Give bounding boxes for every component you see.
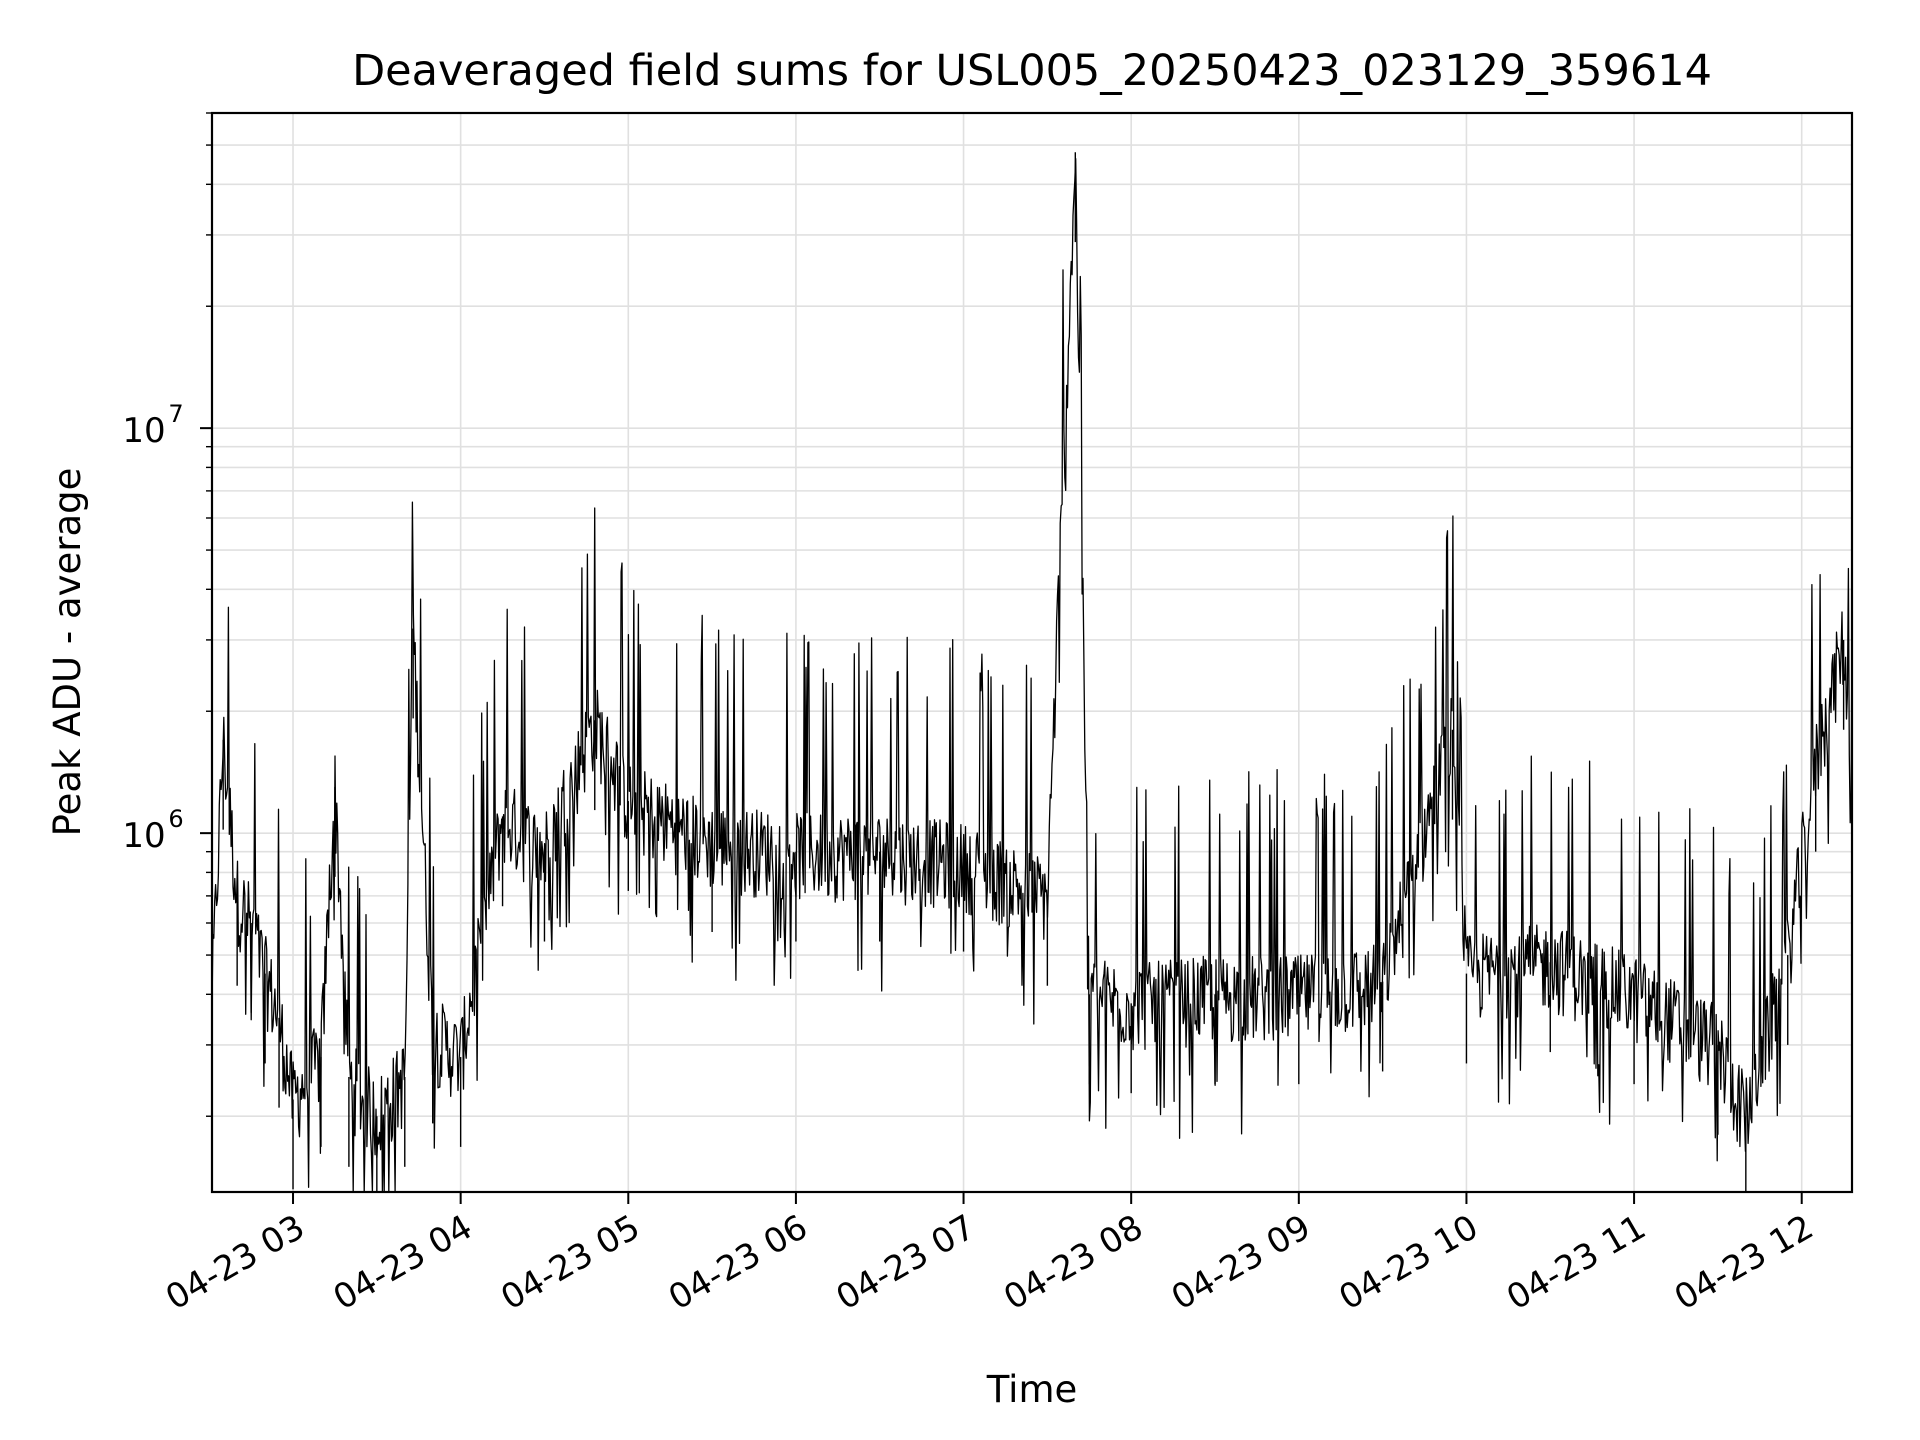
y-axis-label: Peak ADU - average: [46, 468, 89, 837]
y-tick-label-base: 10: [122, 411, 165, 451]
plot-frame: [210, 111, 1854, 1194]
gridlines: [212, 112, 1852, 1192]
y-tick-label-base: 10: [122, 816, 165, 856]
y-tick-label-exponent: 6: [168, 805, 183, 833]
x-axis-label: Time: [986, 1368, 1078, 1411]
series-line: [211, 158, 1853, 1193]
chart-title: Deaveraged field sums for USL005_2025042…: [352, 46, 1712, 96]
y-tick-label-exponent: 7: [168, 400, 183, 428]
